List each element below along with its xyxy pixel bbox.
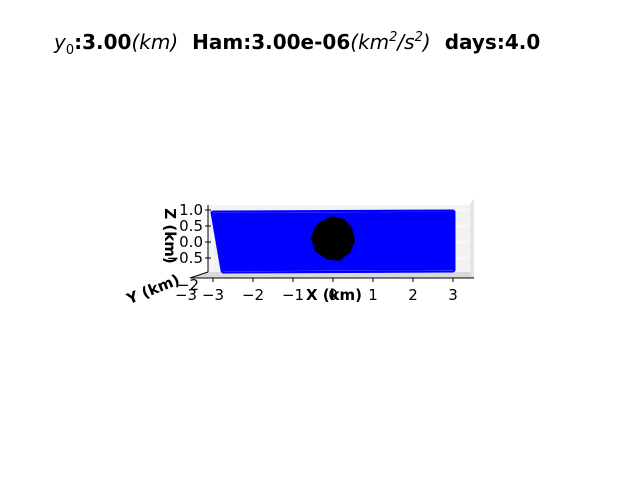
side-pane	[470, 198, 474, 278]
title-y0-value: :3.00	[74, 30, 131, 54]
central-body	[311, 216, 355, 261]
x-tick-label: 2	[408, 286, 418, 304]
title-days: days:4.0	[445, 30, 541, 54]
floor-pane	[190, 272, 474, 278]
x-tick-label: −3	[202, 286, 224, 304]
x-tick-label: 0	[328, 286, 338, 304]
tick-labels: −3 −2 −1 0 1 2 31.00.50.0−0.5−3−2	[167, 201, 458, 304]
z-tick-label: −0.5	[167, 249, 203, 267]
trajectory-series	[210, 209, 456, 274]
x-tick-label: 1	[368, 286, 378, 304]
title-y0-subscript: 0	[66, 43, 74, 58]
title-ham-exp-2: 2	[415, 30, 423, 45]
y-tick-label: −3	[175, 286, 197, 304]
x-axis-label: X (km)	[306, 286, 362, 304]
title-y0-symbol: y	[53, 30, 67, 54]
title-ham-unit-close: )	[421, 30, 431, 54]
z-tick-label: 1.0	[179, 201, 203, 219]
chart-title: y0:3.00(km) Ham:3.00e-06(km2/s2) days:4.0	[53, 30, 540, 58]
asteroid-body	[311, 216, 355, 261]
title-ham-unit-mid: /s	[395, 30, 414, 54]
title-ham: Ham:3.00e-06	[192, 30, 350, 54]
y-axis-label: Y (km)	[123, 271, 182, 309]
x-tick-label: −1	[282, 286, 304, 304]
z-tick-label: 0.5	[179, 217, 203, 235]
z-tick-label: 0.0	[179, 233, 203, 251]
title-ham-unit-open: (km	[350, 30, 389, 54]
y-tick-label: −2	[177, 276, 199, 294]
x-tick-label: −2	[242, 286, 264, 304]
trajectory-loop	[220, 266, 456, 274]
y-axis-line	[189, 271, 209, 279]
x-tick-label: 3	[448, 286, 458, 304]
z-axis-label: Z (km)	[161, 208, 179, 263]
title-ham-exp-1: 2	[389, 30, 397, 45]
title-y0-unit: (km)	[131, 30, 178, 54]
trajectory-loop	[220, 263, 456, 272]
